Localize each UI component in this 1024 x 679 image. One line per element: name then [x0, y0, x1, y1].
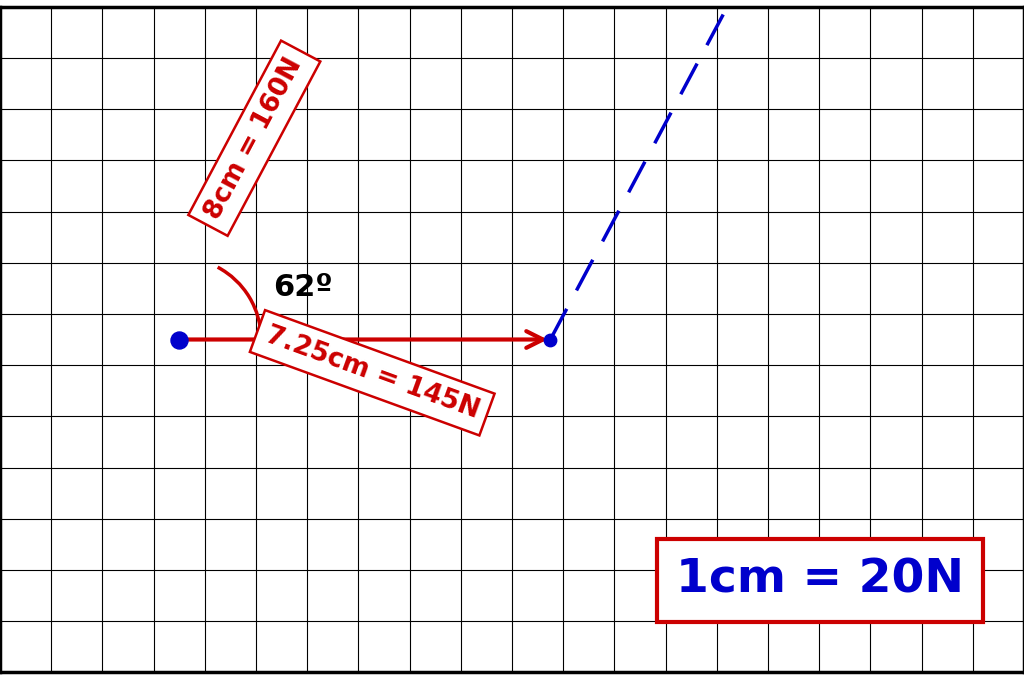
Text: 7.25cm = 145N: 7.25cm = 145N	[262, 322, 482, 424]
Text: 8cm = 160N: 8cm = 160N	[201, 53, 308, 223]
Text: 1cm = 20N: 1cm = 20N	[676, 557, 964, 603]
Point	[543, 334, 559, 345]
Point	[171, 334, 187, 345]
Text: 62º: 62º	[273, 274, 333, 302]
